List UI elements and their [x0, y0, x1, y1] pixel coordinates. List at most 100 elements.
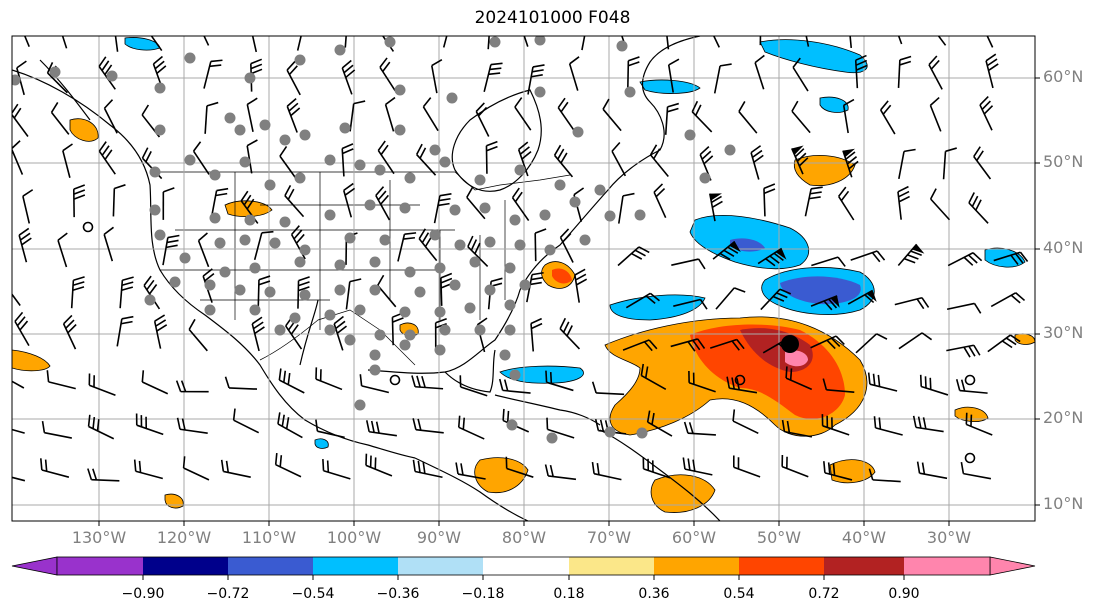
- colorbar-tick-label: 0.72: [808, 586, 840, 602]
- station-dot: [184, 52, 196, 64]
- colorbar-segment: [228, 557, 313, 575]
- station-dot: [244, 72, 256, 84]
- station-dot: [724, 144, 736, 156]
- wind-barb: [946, 344, 981, 358]
- wind-barb: [430, 58, 443, 94]
- station-dot: [294, 256, 306, 268]
- wind-barb: [732, 455, 761, 478]
- station-dot: [324, 209, 336, 221]
- colorbar: [11, 556, 1036, 580]
- station-dot: [464, 302, 476, 314]
- wind-barb: [791, 145, 809, 175]
- wind-barb: [847, 289, 877, 305]
- station-dot: [354, 304, 366, 316]
- wind-barb: [88, 373, 116, 396]
- shaded-field-negative: [124, 37, 1026, 449]
- wind-barb: [112, 184, 126, 217]
- wind-barb: [802, 36, 810, 47]
- station-dot: [684, 129, 696, 141]
- wind-barb: [873, 416, 903, 436]
- lat-label-60n: 60°N: [1043, 67, 1084, 86]
- colorbar-segment: [398, 557, 483, 575]
- wind-barb: [670, 338, 706, 352]
- station-dot: [399, 339, 411, 351]
- station-dot: [354, 399, 366, 411]
- wind-barb: [57, 232, 68, 268]
- wind-barb: [466, 186, 486, 220]
- station-dot: [572, 126, 584, 138]
- station-dot: [439, 324, 451, 336]
- station-dot: [504, 324, 516, 336]
- wind-barb: [365, 453, 393, 477]
- wind-barb: [842, 98, 855, 134]
- station-dot: [699, 172, 711, 184]
- station-dot: [219, 266, 231, 278]
- colorbar-segment: [143, 557, 228, 575]
- wind-barb: [557, 97, 575, 132]
- wind-barb: [581, 36, 588, 51]
- wind-barb: [359, 374, 390, 394]
- wind-barb: [442, 36, 452, 48]
- wind-barb: [286, 60, 301, 96]
- wind-barb: [640, 363, 667, 390]
- station-dot: [339, 122, 351, 134]
- station-dot: [474, 174, 486, 186]
- station-dot: [404, 172, 416, 184]
- wind-barb: [455, 462, 486, 480]
- station-dot: [234, 124, 246, 136]
- wind-barb: [791, 100, 811, 134]
- wind-barb: [553, 144, 574, 178]
- station-dot: [429, 229, 441, 241]
- wind-barb: [867, 372, 898, 392]
- station-dot: [404, 329, 416, 341]
- wind-barb: [433, 193, 452, 224]
- wind-barb: [754, 54, 765, 90]
- wind-barb: [810, 335, 845, 350]
- wind-barb: [203, 59, 223, 89]
- station-dot: [434, 344, 446, 356]
- lon-label-100w: 100°W: [326, 528, 382, 547]
- coastlines: [12, 36, 721, 521]
- wind-barb: [440, 272, 453, 306]
- station-dot: [149, 204, 161, 216]
- station-dot: [289, 312, 301, 324]
- colorbar-tick-label: 0.18: [553, 586, 585, 602]
- wind-barb: [422, 97, 439, 132]
- wind-barb: [176, 417, 208, 434]
- wind-barb: [526, 271, 544, 303]
- wind-barb: [530, 317, 543, 352]
- wind-barb: [249, 36, 258, 53]
- station-dot: [239, 234, 251, 246]
- station-dot: [324, 309, 336, 321]
- station-dot: [369, 284, 381, 296]
- station-dot: [144, 294, 156, 306]
- station-dot: [179, 252, 191, 264]
- wind-barb: [929, 188, 951, 221]
- wind-barb: [14, 311, 30, 347]
- wind-barb: [397, 232, 417, 262]
- wind-barb: [17, 36, 30, 47]
- wind-barb: [342, 182, 356, 218]
- wind-barb: [12, 103, 29, 137]
- wind-barb: [894, 296, 930, 310]
- station-dot: [554, 179, 566, 191]
- wind-barb: [823, 461, 853, 481]
- lon-label-110w: 110°W: [241, 528, 297, 547]
- wind-barb: [897, 243, 925, 266]
- station-dot: [534, 86, 546, 98]
- wind-barb: [279, 146, 297, 180]
- wind-barb: [341, 59, 356, 95]
- wind-barb: [928, 55, 943, 90]
- colorbar-tick-label: 0.54: [723, 586, 755, 602]
- wind-barb: [810, 295, 840, 311]
- station-dot: [154, 82, 166, 94]
- station-dot: [484, 284, 496, 296]
- wind-barb: [224, 376, 258, 390]
- wind-barb: [928, 36, 947, 46]
- wind-barb: [220, 459, 251, 478]
- station-dot: [414, 286, 426, 298]
- station-dot: [434, 306, 446, 318]
- wind-barb: [434, 317, 447, 351]
- colorbar-extend-min: [11, 556, 58, 576]
